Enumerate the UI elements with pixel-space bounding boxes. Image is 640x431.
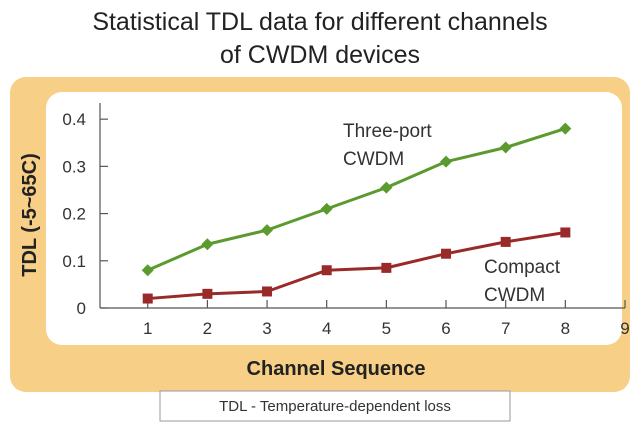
data-point-compact xyxy=(321,265,332,276)
chart-axes: 0 0.1 0.2 0.3 0.4 1 2 3 4 5 6 7 8 9 xyxy=(62,103,630,338)
data-point-compact xyxy=(142,293,153,304)
chart-title: Statistical TDL data for different chann… xyxy=(92,8,547,69)
data-point-compact xyxy=(262,286,273,297)
x-axis-title: Channel Sequence xyxy=(247,358,426,380)
data-point-three-port xyxy=(440,155,453,168)
series-line-compact xyxy=(147,230,566,301)
series-label-three-port-line-1: Three-port xyxy=(343,121,432,142)
x-tick-label: 9 xyxy=(620,319,629,338)
x-tick-label: 1 xyxy=(143,319,152,338)
data-point-compact xyxy=(202,288,213,299)
y-tick-label: 0.4 xyxy=(62,110,86,129)
data-point-compact xyxy=(381,262,392,273)
data-point-three-port xyxy=(141,264,154,277)
x-tick-label: 8 xyxy=(561,319,570,338)
chart-title-line-2: of CWDM devices xyxy=(220,41,420,69)
data-point-three-port xyxy=(380,181,393,194)
footnote-box xyxy=(159,390,511,422)
data-point-compact xyxy=(500,236,511,247)
y-tick-label: 0.1 xyxy=(62,252,86,271)
data-point-three-port xyxy=(261,224,274,237)
series-label-compact-line-1: Compact xyxy=(484,257,561,278)
y-tick-label: 0.3 xyxy=(62,157,86,176)
series-label-three-port-line-2: CWDM xyxy=(343,149,404,170)
x-tick-label: 6 xyxy=(441,319,450,338)
data-point-compact xyxy=(441,248,452,259)
series-label-compact-line-2: CWDM xyxy=(484,285,545,306)
x-tick-label: 3 xyxy=(262,319,271,338)
data-point-compact xyxy=(560,227,571,238)
chart-plot-area xyxy=(46,92,622,345)
x-tick-label: 2 xyxy=(203,319,212,338)
x-tick-label: 7 xyxy=(501,319,510,338)
data-point-three-port xyxy=(559,122,572,135)
data-point-three-port xyxy=(320,202,333,215)
chart-title-line-1: Statistical TDL data for different chann… xyxy=(92,8,547,36)
y-tick-label: 0 xyxy=(77,299,86,318)
data-point-three-port xyxy=(201,238,214,251)
x-tick-label: 5 xyxy=(382,319,391,338)
y-tick-label: 0.2 xyxy=(62,205,86,224)
chart-series xyxy=(141,122,572,304)
data-point-three-port xyxy=(499,141,512,154)
series-line-three-port xyxy=(147,127,566,272)
y-axis-title: TDL (-5~65C) xyxy=(19,153,41,277)
chart-series-labels: Three-port CWDM Compact CWDM xyxy=(343,121,561,306)
footnote-text: TDL - Temperature-dependent loss xyxy=(219,398,451,415)
x-tick-label: 4 xyxy=(322,319,331,338)
